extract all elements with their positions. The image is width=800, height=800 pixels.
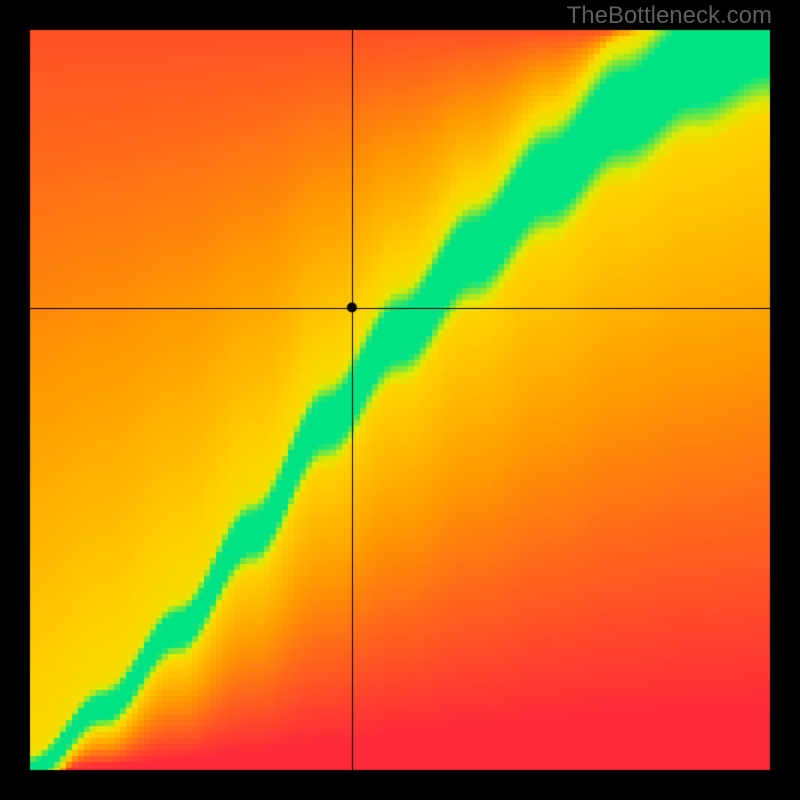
bottleneck-heatmap [0,0,800,800]
chart-container: TheBottleneck.com [0,0,800,800]
